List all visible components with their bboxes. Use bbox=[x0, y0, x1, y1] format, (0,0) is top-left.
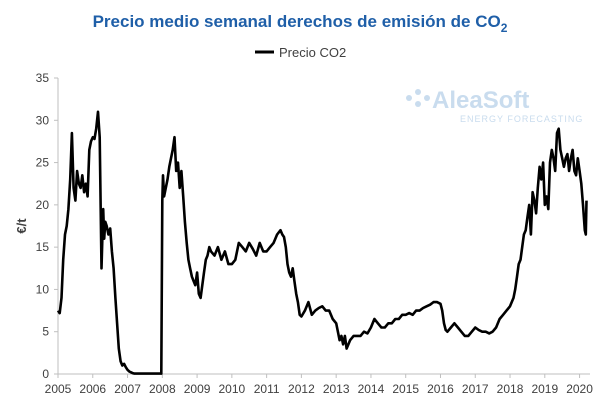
x-tick-label: 2019 bbox=[531, 382, 558, 396]
chart-title-subscript: 2 bbox=[501, 21, 508, 35]
x-tick-label: 2020 bbox=[566, 382, 593, 396]
y-tick-label: 5 bbox=[42, 325, 49, 339]
x-tick-label: 2007 bbox=[114, 382, 141, 396]
x-tick-label: 2013 bbox=[323, 382, 350, 396]
x-tick-label: 2008 bbox=[149, 382, 176, 396]
x-tick-label: 2014 bbox=[358, 382, 385, 396]
watermark-logo-dot bbox=[424, 95, 430, 101]
y-tick-label: 25 bbox=[36, 156, 50, 170]
y-axis-ticks: 0 5 10 15 20 25 30 35 bbox=[36, 71, 58, 381]
chart-title: Precio medio semanal derechos de emisión… bbox=[93, 12, 508, 35]
legend-entry: Precio CO2 bbox=[279, 45, 346, 60]
x-tick-label: 2010 bbox=[219, 382, 246, 396]
x-tick-label: 2011 bbox=[254, 382, 280, 396]
x-tick-label: 2005 bbox=[45, 382, 72, 396]
watermark: AleaSoft ENERGY FORECASTING bbox=[406, 87, 583, 124]
x-tick-label: 2015 bbox=[392, 382, 419, 396]
watermark-logo-dot bbox=[415, 101, 421, 107]
y-tick-label: 10 bbox=[36, 282, 50, 296]
y-tick-label: 20 bbox=[36, 198, 50, 212]
watermark-tagline: ENERGY FORECASTING bbox=[460, 114, 583, 124]
y-axis-label: €/t bbox=[14, 218, 29, 234]
x-tick-label: 2012 bbox=[288, 382, 315, 396]
x-tick-label: 2006 bbox=[79, 382, 106, 396]
x-axis-ticks: 2005 2006 2007 2008 2009 2010 2011 2012 2013 2014… bbox=[45, 374, 593, 396]
chart-title-text: Precio medio semanal derechos de emisión… bbox=[93, 12, 501, 31]
x-tick-label: 2009 bbox=[184, 382, 211, 396]
watermark-logo-dot bbox=[406, 95, 412, 101]
watermark-brand: AleaSoft bbox=[432, 87, 529, 114]
y-tick-label: 30 bbox=[36, 113, 50, 127]
y-tick-label: 15 bbox=[36, 240, 50, 254]
watermark-logo-dot bbox=[415, 89, 421, 95]
x-tick-label: 2017 bbox=[462, 382, 489, 396]
y-tick-label: 35 bbox=[36, 71, 50, 85]
x-tick-label: 2016 bbox=[427, 382, 454, 396]
series-line-precio-co2 bbox=[56, 110, 588, 375]
x-tick-label: 2018 bbox=[497, 382, 524, 396]
y-tick-label: 0 bbox=[42, 367, 49, 381]
